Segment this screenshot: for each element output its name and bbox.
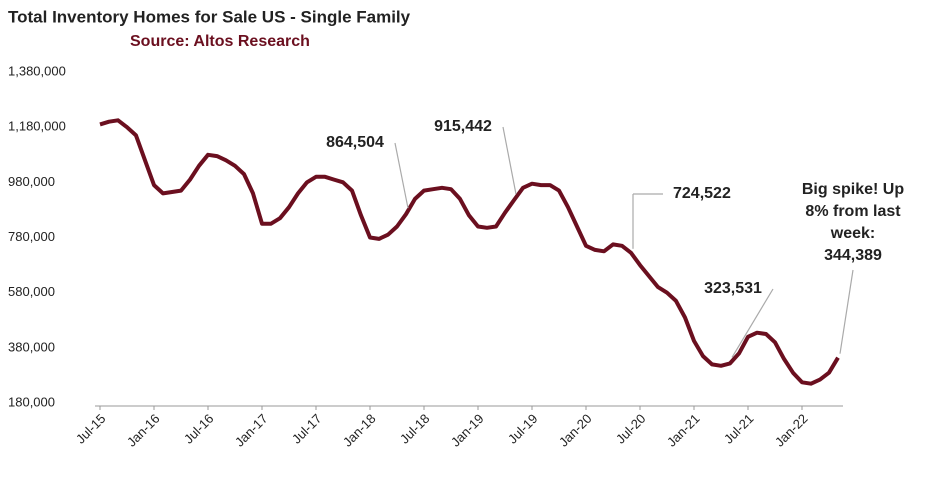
y-tick-label: 980,000 <box>8 174 55 189</box>
x-tick-label: Jul-15 <box>73 411 109 447</box>
value-label: 323,531 <box>704 280 762 297</box>
x-tick-label: Jan-22 <box>772 411 811 450</box>
value-label: 724,522 <box>673 185 731 202</box>
y-tick-label: 1,380,000 <box>8 63 66 78</box>
value-label: 864,504 <box>326 134 384 151</box>
x-tick-label: Jan-19 <box>448 411 487 450</box>
leader-line <box>394 142 409 209</box>
y-tick-label: 780,000 <box>8 229 55 244</box>
leader-line <box>731 288 774 358</box>
line-series <box>99 118 840 386</box>
x-tick-label: Jan-21 <box>664 411 703 450</box>
value-label: 344,389 <box>824 247 882 264</box>
value-label: 915,442 <box>434 118 492 135</box>
x-tick-label: Jul-21 <box>721 411 757 447</box>
chart-title: Total Inventory Homes for Sale US - Sing… <box>8 7 411 26</box>
y-tick-label: 1,180,000 <box>8 119 66 134</box>
y-tick-label: 380,000 <box>8 339 55 354</box>
x-tick-label: Jul-17 <box>289 411 325 447</box>
y-tick-label: 180,000 <box>8 394 55 409</box>
leader-line <box>839 269 854 354</box>
annotation: Big spike! Up <box>802 181 904 198</box>
leader-line <box>502 126 517 195</box>
annotation: 8% from last <box>805 203 901 220</box>
x-tick-label: Jan-16 <box>124 411 163 450</box>
y-tick-label: 580,000 <box>8 284 55 299</box>
chart-subtitle: Source: Altos Research <box>130 33 310 50</box>
x-tick-label: Jul-18 <box>397 411 433 447</box>
x-tick-label: Jan-17 <box>232 411 271 450</box>
x-tick-label: Jan-20 <box>556 411 595 450</box>
x-tick-label: Jul-16 <box>181 411 217 447</box>
x-tick-label: Jul-20 <box>613 411 649 447</box>
x-tick-label: Jul-19 <box>505 411 541 447</box>
annotation: week: <box>830 225 875 242</box>
x-tick-label: Jan-18 <box>340 411 379 450</box>
